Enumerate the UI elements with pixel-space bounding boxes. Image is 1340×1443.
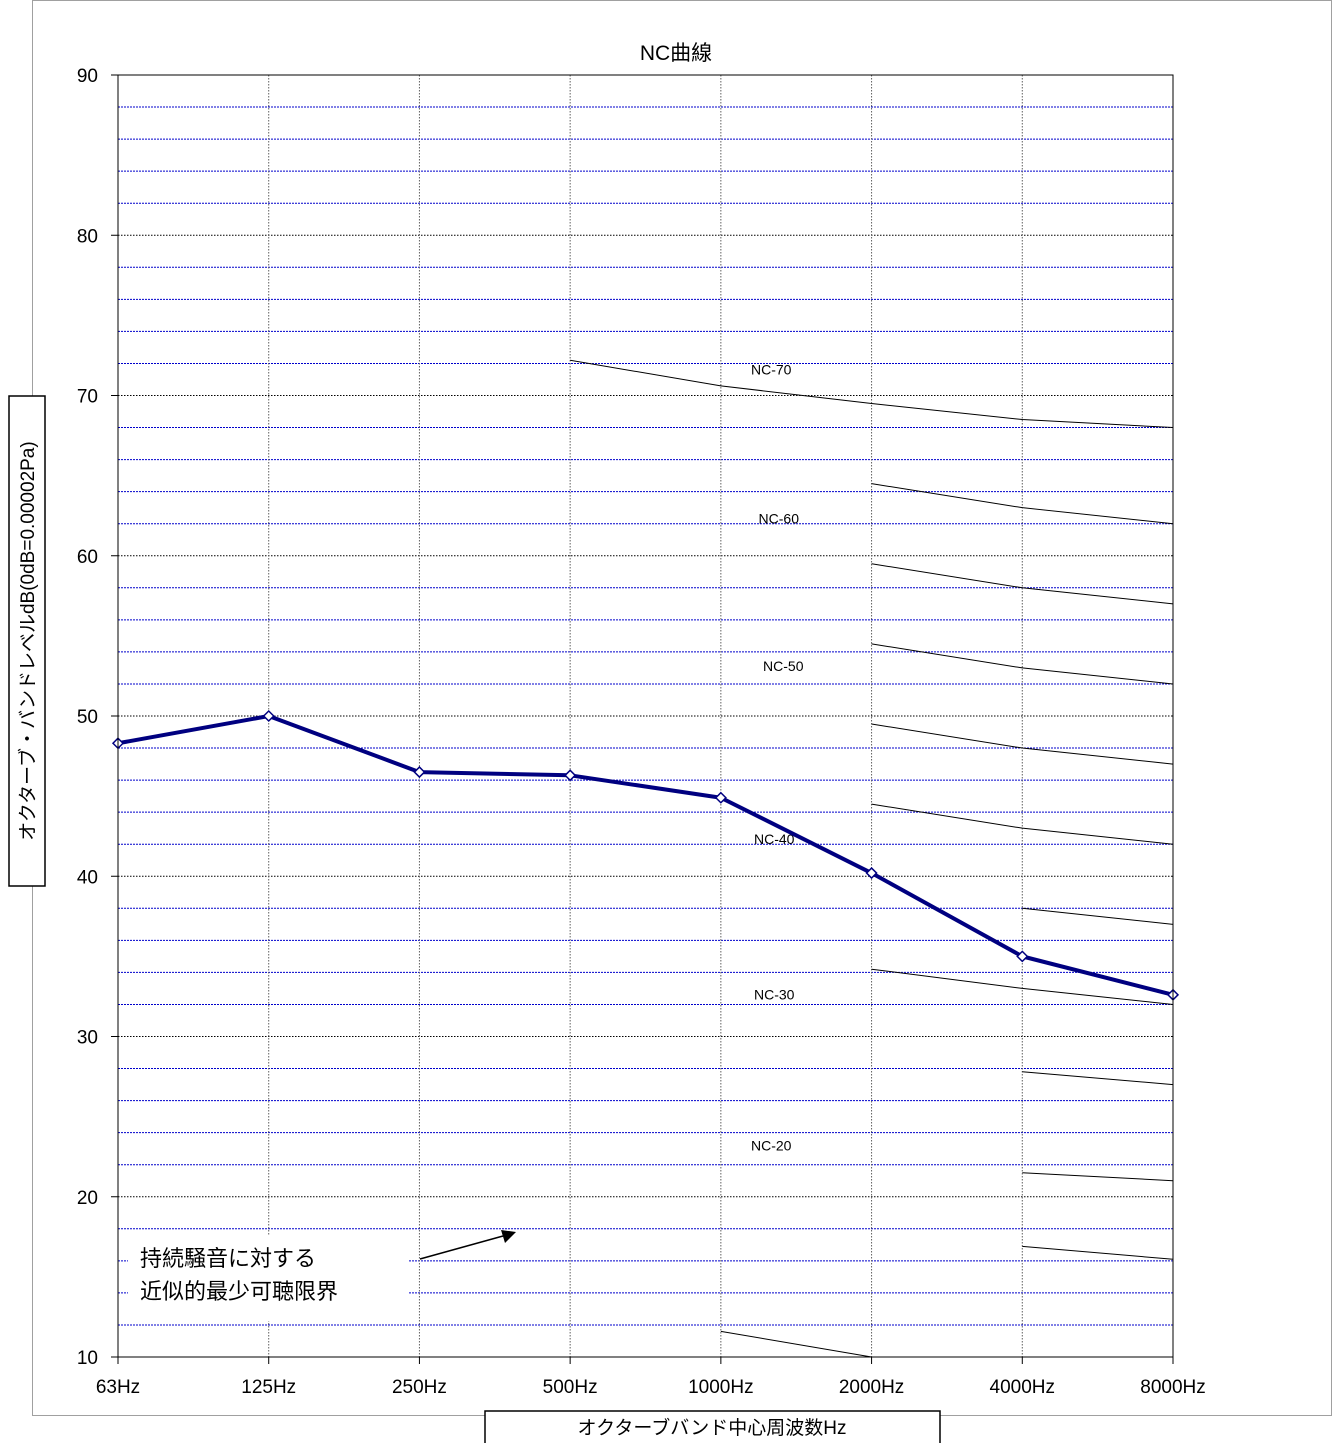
- y-axis-title: オクターブ・バンドレベルdB(0dB=0.00002Pa): [16, 441, 39, 840]
- nc-reference-line: [871, 723, 1174, 765]
- nc-reference-line: [871, 643, 1174, 685]
- data-point-marker: [564, 769, 577, 782]
- data-point-marker: [714, 791, 727, 804]
- x-tick-label: 2000Hz: [839, 1377, 905, 1398]
- x-tick-label: 4000Hz: [990, 1377, 1056, 1398]
- annotation-text: 近似的最少可聴限界: [140, 1279, 338, 1304]
- x-tick-label: 125Hz: [241, 1377, 296, 1398]
- nc-reference-line: [1022, 1245, 1174, 1260]
- annotation-arrow-line: [419, 1235, 504, 1260]
- y-tick-label: 40: [77, 867, 98, 888]
- nc-curve-label: NC-70: [751, 362, 792, 378]
- y-tick-label: 30: [77, 1028, 98, 1049]
- x-tick-label: 250Hz: [392, 1377, 447, 1398]
- axes: 10 20 30 40 50 60 70 80 90 63Hz 125Hz 250Hz 500Hz 100…: [77, 66, 1206, 1398]
- nc-reference-line: [871, 803, 1174, 845]
- data-point-marker: [1016, 950, 1029, 963]
- y-tick-label: 50: [77, 707, 98, 728]
- y-tick-label: 60: [77, 547, 98, 568]
- annotation-text: 持続騒音に対する: [140, 1246, 316, 1271]
- y-tick-label: 80: [77, 226, 98, 247]
- nc-reference-line: [570, 359, 1174, 429]
- nc-reference-line: [871, 563, 1174, 605]
- data-point-marker: [262, 709, 275, 723]
- y-axis-title-box: [8, 395, 46, 887]
- x-tick-label: 500Hz: [543, 1377, 598, 1398]
- nc-reference-line: [871, 483, 1174, 525]
- y-tick-label: 70: [77, 387, 98, 408]
- nc-curve-label: NC-30: [754, 987, 795, 1003]
- nc-reference-curves: NC-70 NC-60 NC-50 NC-40 NC-30 NC-20: [570, 359, 1174, 1358]
- data-point-marker: [413, 766, 426, 779]
- nc-reference-line: [1022, 907, 1174, 925]
- x-tick-label: 8000Hz: [1140, 1377, 1206, 1398]
- nc-reference-line: [1022, 1172, 1174, 1182]
- x-tick-label: 1000Hz: [688, 1377, 754, 1398]
- annotation-arrow-head: [501, 1230, 516, 1243]
- nc-reference-line: [1022, 1071, 1174, 1086]
- x-axis-title-box: [484, 1410, 941, 1443]
- y-tick-label: 10: [77, 1348, 98, 1369]
- nc-curve-label: NC-40: [754, 831, 795, 847]
- annotation-box: [128, 1235, 409, 1321]
- plot-area: [118, 75, 1173, 1357]
- chart-title: NC曲線: [640, 42, 712, 65]
- nc-curve-label: NC-60: [759, 511, 800, 527]
- x-axis-title: オクターブバンド中心周波数Hz: [578, 1416, 847, 1439]
- y-tick-label: 90: [77, 66, 98, 87]
- data-point-marker: [865, 866, 878, 880]
- nc-reference-line: [871, 968, 1174, 1005]
- grid: [118, 75, 1173, 1357]
- x-tick-label: 63Hz: [96, 1377, 140, 1398]
- nc-curve-label: NC-20: [751, 1137, 792, 1153]
- y-tick-label: 20: [77, 1188, 98, 1209]
- measured-series: [111, 709, 1180, 1001]
- nc-curve-label: NC-50: [763, 658, 804, 674]
- series-line: [117, 714, 1174, 997]
- nc-reference-line: [720, 1330, 872, 1358]
